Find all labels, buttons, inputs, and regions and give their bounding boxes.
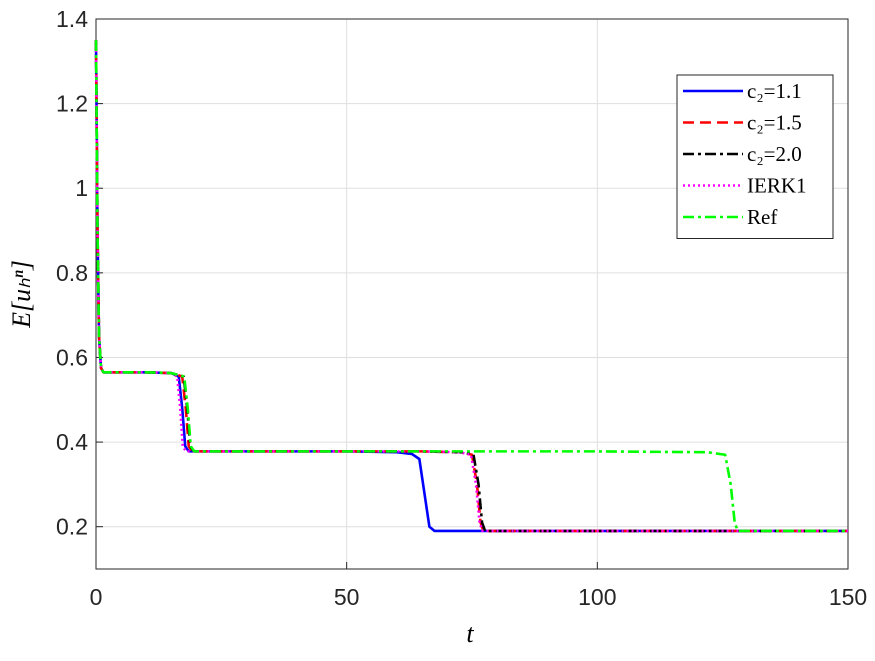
legend-label: c₂=2.0 — [747, 142, 802, 166]
legend-label: c₂=1.1 — [747, 79, 802, 103]
x-tick-label: 100 — [578, 584, 616, 610]
x-tick-label: 150 — [829, 584, 867, 610]
series-line — [94, 40, 848, 533]
legend-label: c₂=1.5 — [747, 111, 802, 135]
series-line — [94, 40, 848, 533]
y-axis-label: E[uₕⁿ] — [7, 260, 36, 329]
legend: c₂=1.1 c₂=1.5 c₂=2.0 IERK1 Ref — [676, 74, 834, 239]
y-tick-label: 1.2 — [56, 91, 88, 117]
x-axis-label: t — [466, 619, 474, 648]
y-tick-label: 0.4 — [56, 429, 88, 455]
legend-label: Ref — [747, 205, 777, 229]
legend-box — [676, 74, 834, 239]
y-tick-label: 0.2 — [56, 514, 88, 540]
x-tick-label: 50 — [334, 584, 360, 610]
y-tick-label: 1.4 — [56, 6, 88, 32]
legend-label: IERK1 — [747, 174, 807, 198]
y-tick-label: 1 — [75, 175, 88, 201]
x-tick-label: 0 — [90, 584, 103, 610]
plot-frame — [95, 18, 849, 570]
y-tick-label: 0.8 — [56, 260, 88, 286]
y-tick-label: 0.6 — [56, 344, 88, 370]
